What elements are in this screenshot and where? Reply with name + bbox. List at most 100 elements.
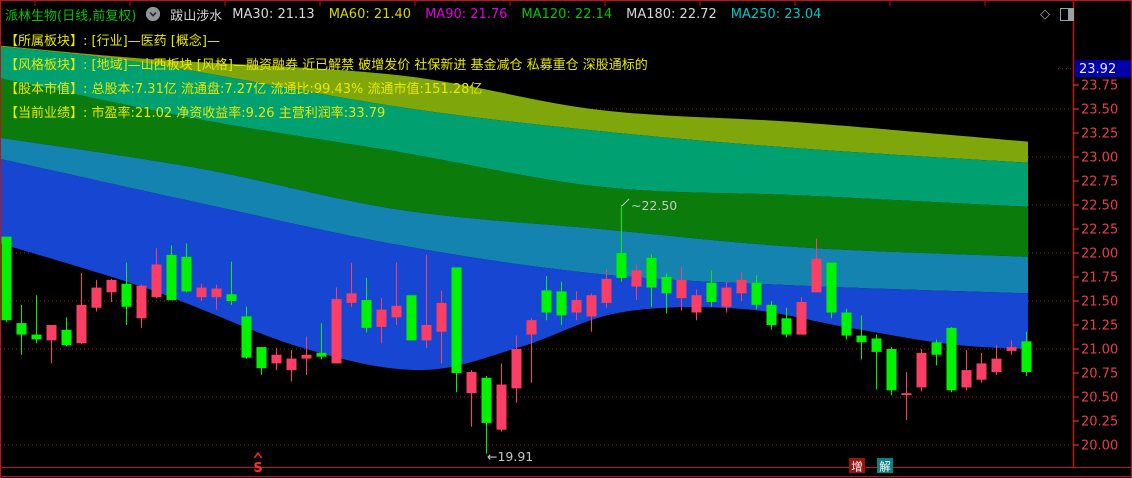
candle-body: [751, 282, 762, 305]
candle-body: [691, 295, 702, 313]
info-line-content: [行业]—医药 [概念]—: [87, 34, 220, 49]
badge-jie-bg[interactable]: [877, 458, 893, 473]
candle-body: [346, 293, 357, 303]
candle-body: [181, 256, 192, 292]
candle-body: [406, 295, 417, 341]
candle-body: [991, 358, 1002, 373]
candle-body: [361, 300, 372, 328]
candle-body: [316, 352, 327, 357]
band-olive: [0, 45, 1028, 163]
candle-body: [886, 349, 897, 391]
split-pane-icon[interactable]: [1060, 7, 1074, 21]
candle-body: [16, 323, 27, 335]
sell-arrow-icon: [253, 451, 263, 459]
info-line-content: 总股本:7.31亿 流通盘:7.27亿 流通比:99.43% 流通市值:151.…: [87, 82, 483, 97]
info-line-label: 【当前业绩】:: [5, 106, 88, 121]
candle-body: [151, 264, 162, 298]
candle-body: [1021, 341, 1032, 373]
price-axis: 23.75 23.50 23.25 23.00 22.75 22.50 22.25 22.00…: [1058, 60, 1131, 454]
info-panel: 【所属板块】: [行业]—医药 [概念]— 【风格板块】: [地域]—山西板块 […: [5, 30, 648, 126]
ma-item: MA250: 23.04: [730, 6, 822, 22]
info-line: 【所属板块】: [行业]—医药 [概念]—: [5, 30, 648, 54]
candle-body: [796, 301, 807, 335]
badge-inc-bg[interactable]: [849, 458, 865, 473]
ma-item: MA120: 22.14: [521, 6, 613, 22]
candle-body: [91, 287, 102, 308]
candle-body: [616, 253, 627, 278]
strategy-name: 跋山涉水: [170, 8, 223, 24]
price-tick-label: 21.50: [1081, 295, 1118, 310]
top-bar: 派林生物(日线,前复权) 跋山涉水 MA30: 21.13 MA60: 21.40…: [0, 0, 1132, 28]
candle-body: [436, 302, 447, 332]
price-tick-label: 23.00: [1081, 151, 1118, 166]
price-tick-label: 20.25: [1081, 415, 1118, 430]
candle-body: [1006, 347, 1017, 351]
band-royalblue: [0, 158, 1028, 371]
price-tick-label: 22.25: [1081, 223, 1118, 238]
candle-body: [526, 320, 537, 335]
stock-title[interactable]: 派林生物(日线,前复权): [5, 8, 137, 24]
candle-body: [976, 363, 987, 380]
candle-body: [451, 267, 462, 373]
diamond-icon[interactable]: ◇: [1040, 6, 1050, 22]
price-tick-label: 21.00: [1081, 343, 1118, 358]
price-tick-label: 22.00: [1081, 247, 1118, 262]
candle-body: [196, 287, 207, 298]
price-tick-label: 21.75: [1081, 271, 1118, 286]
candle-body: [481, 377, 492, 423]
price-tick-label: 20.75: [1081, 367, 1118, 382]
price-annotation: ←19.91: [487, 449, 533, 464]
price-tick-label: 22.50: [1081, 199, 1118, 214]
info-line-label: 【所属板块】:: [5, 34, 88, 49]
price-highlight-label: 23.92: [1079, 62, 1116, 77]
candle-body: [421, 325, 432, 341]
info-line: 【当前业绩】: 市盈率:21.02 净资收益率:9.26 主营利润率:33.79: [5, 102, 648, 126]
candle-body: [271, 354, 282, 364]
candle-body: [961, 370, 972, 388]
info-line-content: 市盈率:21.02 净资收益率:9.26 主营利润率:33.79: [87, 106, 386, 121]
candle-body: [706, 282, 717, 302]
candle-body: [61, 329, 72, 346]
price-tick-label: 23.75: [1081, 79, 1118, 94]
candle-body: [811, 258, 822, 293]
candle-body: [211, 288, 222, 298]
annotations: ~22.50 ←19.91: [487, 198, 677, 464]
sell-marker[interactable]: S: [253, 461, 262, 476]
candle-body: [391, 305, 402, 318]
band-darkgreen: [0, 78, 1028, 257]
candle-body: [601, 278, 612, 303]
badge-inc-label[interactable]: 增: [851, 460, 863, 474]
candle-body: [31, 334, 42, 340]
price-tick-label: 23.50: [1081, 103, 1118, 118]
candle-body: [496, 384, 507, 430]
band-tealblue: [0, 137, 1028, 294]
ma-item: MA30: 21.13: [232, 6, 315, 22]
price-tick-label: 22.75: [1081, 175, 1118, 190]
candle-body: [166, 254, 177, 301]
candle-body: [946, 327, 957, 391]
candles: [1, 205, 1032, 454]
candle-body: [661, 277, 672, 294]
candle-body: [226, 294, 237, 301]
ma-item: MA60: 21.40: [328, 6, 412, 22]
price-tick-label: 20.00: [1081, 439, 1118, 454]
chevron-down-icon[interactable]: [146, 7, 161, 21]
candle-body: [1, 236, 12, 321]
candle-body: [241, 316, 252, 358]
candle-body: [916, 352, 927, 388]
band-seagreen: [0, 46, 1028, 207]
candle-body: [121, 283, 132, 307]
candle-body: [301, 354, 312, 359]
candle-body: [556, 291, 567, 316]
candle-body: [871, 338, 882, 352]
candle-body: [781, 318, 792, 335]
candle-body: [931, 342, 942, 355]
badge-jie-label[interactable]: 解: [879, 460, 891, 474]
candle-body: [376, 309, 387, 327]
ma-item: MA180: 22.72: [626, 6, 717, 22]
candle-body: [511, 349, 522, 389]
candle-body: [106, 279, 117, 293]
